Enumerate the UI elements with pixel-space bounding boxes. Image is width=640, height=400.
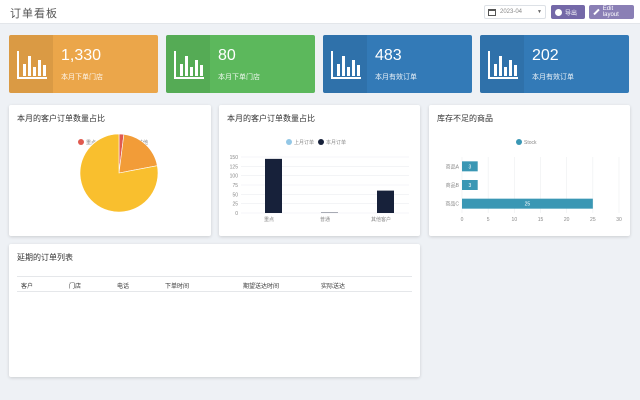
bar [462, 180, 478, 190]
x-tick-label: 20 [564, 217, 570, 223]
y-tick-label: 50 [232, 192, 238, 198]
stat-label: 本月下单门店 [218, 74, 260, 81]
y-tick-label: 0 [235, 211, 238, 217]
date-picker[interactable]: 2023-04 ▼ [484, 5, 546, 19]
column-header[interactable]: 实际送达 [321, 284, 346, 290]
legend-label: Stock [524, 140, 537, 146]
hbar-chart-card: 库存不足的商品 Stock 0 5 10 15 20 25 30 3 商品A 3 商品B 25 商品C [429, 105, 630, 236]
column-header[interactable]: 客户 [21, 284, 34, 290]
hbar-chart: Stock 0 5 10 15 20 25 30 3 商品A 3 商品B 25 商品C [445, 139, 622, 223]
stat-card: 1,330 本月下单门店 [9, 35, 158, 93]
x-tick-label: 25 [590, 217, 596, 223]
export-icon [555, 8, 562, 16]
data-label: 25 [525, 202, 531, 208]
column-header[interactable]: 期望送达时间 [243, 284, 280, 290]
bar-chart-title: 本月的客户订单数量占比 [227, 114, 315, 123]
bar-chart: 上月订单 本月订单 150 125 100 75 50 25 0 重点 普通 其他客户 [230, 139, 409, 223]
stat-card: 80 本月下单门店 [166, 35, 315, 93]
bar [462, 161, 478, 172]
x-tick-label: 15 [538, 217, 544, 223]
y-tick-label: 125 [230, 164, 239, 170]
y-tick-label: 150 [230, 155, 239, 161]
export-button[interactable]: 导出 [551, 5, 585, 19]
pie-slice [79, 133, 159, 213]
bar-chart-icon [488, 49, 518, 79]
legend-label: 重点 [86, 139, 96, 146]
legend-marker [286, 139, 292, 145]
bar-chart-icon [174, 49, 204, 79]
x-tick-label: 10 [512, 217, 518, 223]
stat-icon-box [166, 35, 210, 93]
legend-marker [78, 139, 84, 145]
bar [265, 158, 282, 213]
stat-value: 483 [375, 47, 402, 64]
stat-label: 本月下单门店 [61, 74, 103, 81]
column-header[interactable]: 下单时间 [165, 284, 190, 290]
column-header[interactable]: 门店 [69, 284, 82, 290]
stat-label: 本月有效订单 [532, 74, 574, 81]
x-tick-label: 5 [487, 217, 490, 223]
stat-icon-box [323, 35, 367, 93]
x-tick-label: 普通 [320, 216, 330, 223]
x-tick-label: 30 [616, 217, 622, 223]
pencil-icon [593, 8, 600, 16]
x-tick-label: 0 [461, 217, 464, 223]
delayed-orders-card: 延期的订单列表 客户 门店 电话 下单时间 期望送达时间 实际送达 [9, 244, 420, 377]
bar [462, 198, 593, 209]
column-header[interactable]: 电话 [117, 284, 130, 290]
hbar-chart-title: 库存不足的商品 [437, 114, 493, 123]
bar-chart-icon [331, 49, 361, 79]
stat-card: 202 本月有效订单 [480, 35, 629, 93]
stat-value: 202 [532, 47, 559, 64]
y-tick-label: 25 [232, 202, 238, 208]
bar-chart-card: 本月的客户订单数量占比 上月订单 本月订单 150 125 100 75 50 25 0 重点 普通… [219, 105, 420, 236]
calendar-icon [488, 8, 496, 16]
y-tick-label: 商品B [446, 182, 460, 189]
pie-chart-title: 本月的客户订单数量占比 [17, 114, 105, 123]
data-label: 3 [468, 183, 471, 189]
chevron-down-icon: ▼ [537, 9, 542, 15]
date-value: 2023-04 [500, 9, 523, 15]
stat-icon-box [9, 35, 53, 93]
pie-slice [118, 133, 158, 174]
data-label: 3 [468, 164, 471, 170]
stat-label: 本月有效订单 [375, 74, 417, 81]
export-label: 导出 [565, 10, 578, 17]
legend-marker [516, 139, 522, 145]
legend-label: 上月订单 [294, 139, 314, 146]
stat-value: 80 [218, 47, 236, 64]
x-tick-label: 重点 [264, 216, 274, 223]
stat-icon-box [480, 35, 524, 93]
bar [377, 190, 394, 213]
stat-card: 483 本月有效订单 [323, 35, 472, 93]
bar-chart-icon [17, 49, 47, 79]
stat-value: 1,330 [61, 47, 102, 64]
page-title: 订单看板 [10, 8, 58, 20]
top-bar: 订单看板 2023-04 ▼ 导出 Edit layout [0, 0, 640, 24]
legend-label: 本月订单 [326, 139, 346, 146]
y-tick-label: 商品A [446, 163, 460, 170]
legend-marker [318, 139, 324, 145]
edit-layout-button[interactable]: Edit layout [589, 5, 634, 19]
x-tick-label: 其他客户 [371, 216, 391, 223]
y-tick-label: 100 [230, 174, 239, 180]
y-tick-label: 75 [232, 183, 238, 189]
y-tick-label: 商品C [445, 201, 459, 208]
table-header: 客户 门店 电话 下单时间 期望送达时间 实际送达 [17, 276, 412, 292]
edit-layout-label: Edit layout [602, 6, 619, 18]
table-title: 延期的订单列表 [17, 253, 73, 262]
